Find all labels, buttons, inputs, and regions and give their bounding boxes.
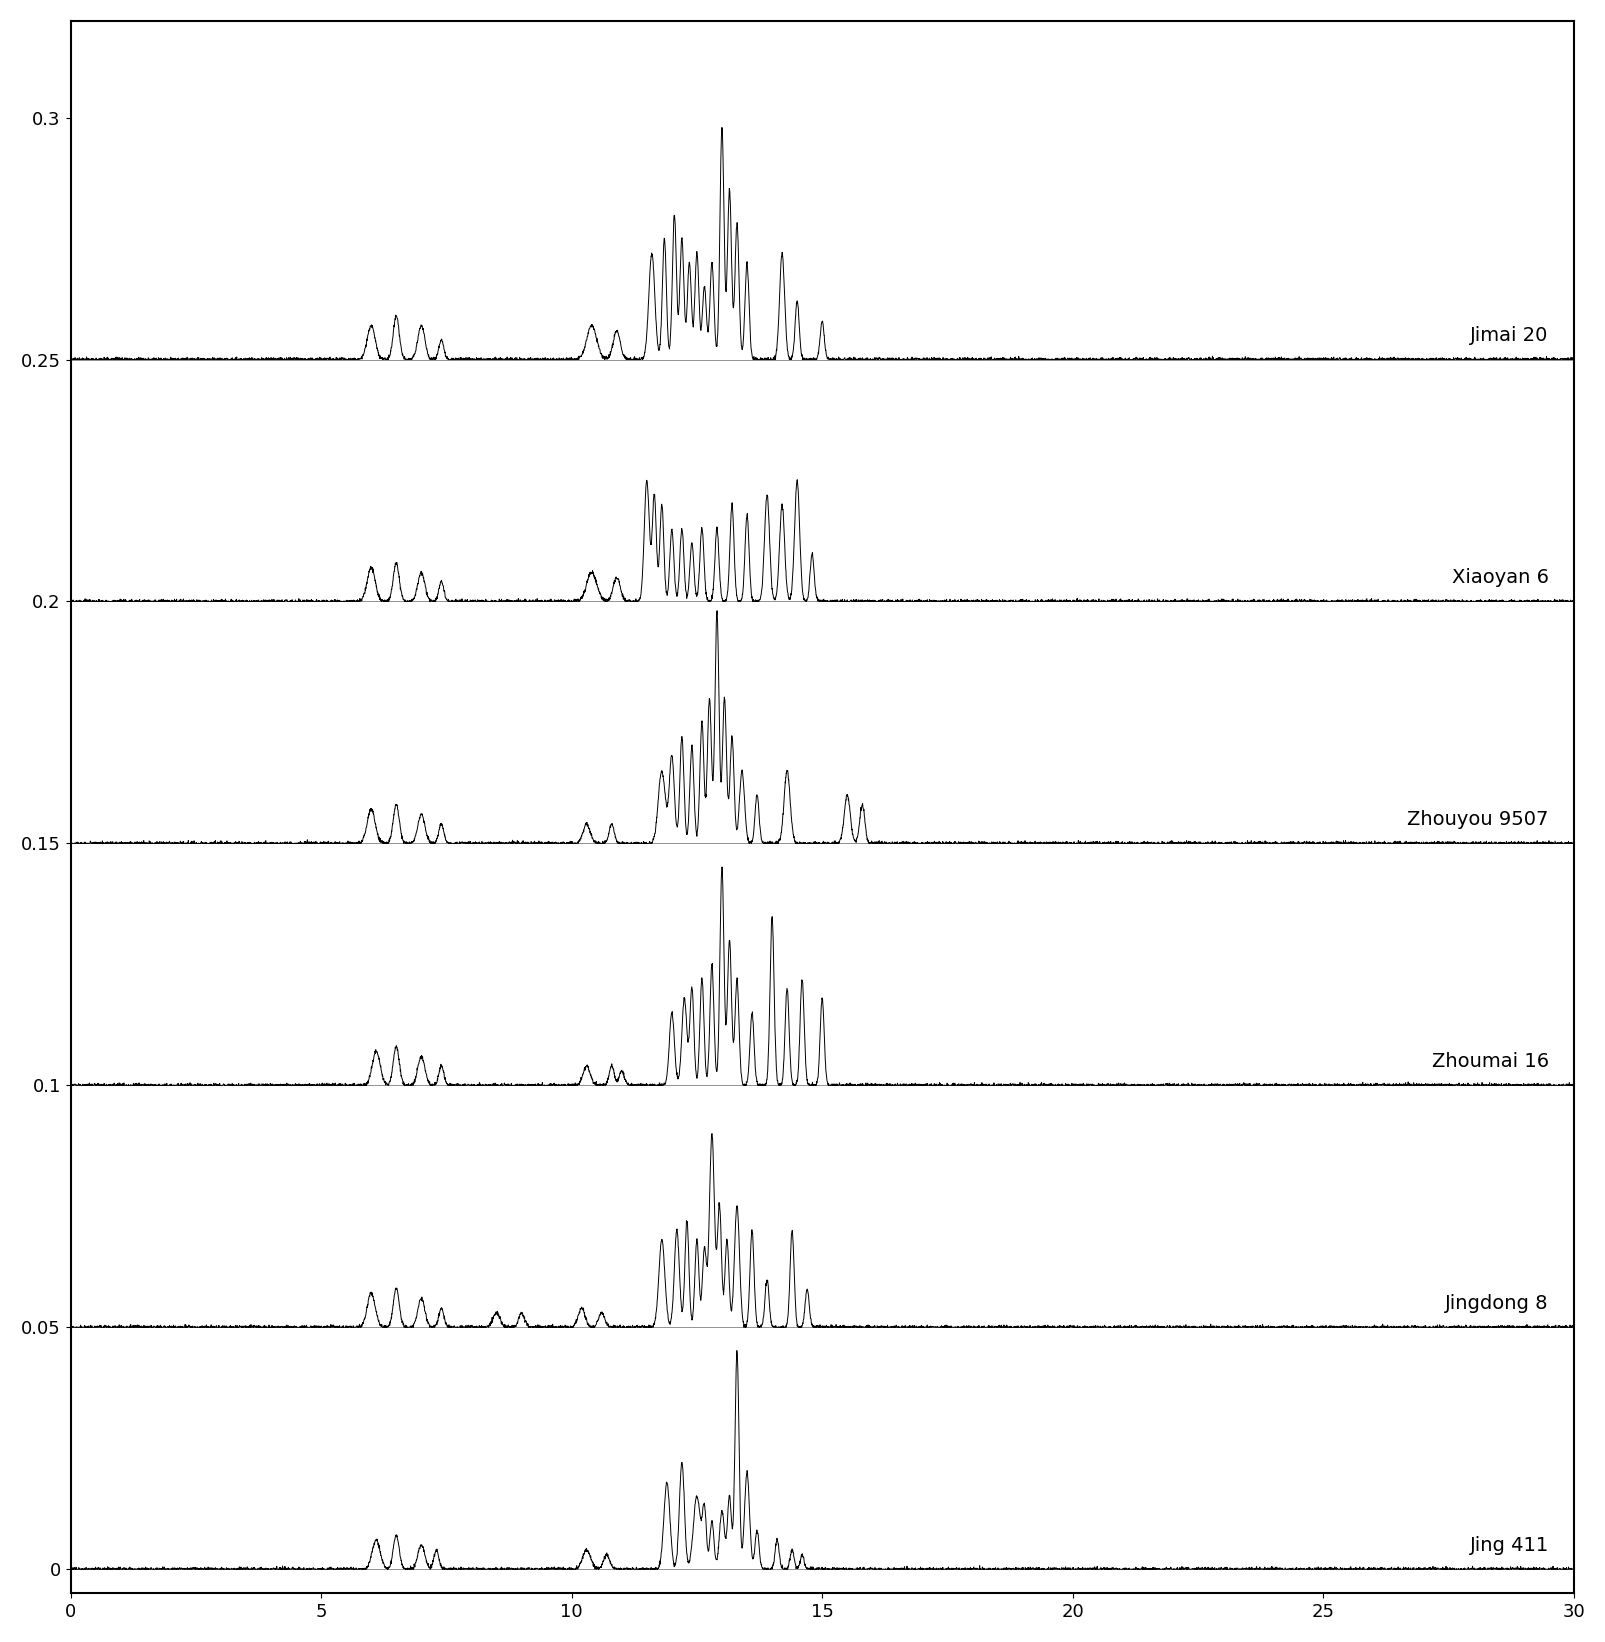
Text: Zhouyou 9507: Zhouyou 9507 <box>1406 810 1547 829</box>
Text: Jingdong 8: Jingdong 8 <box>1444 1294 1547 1314</box>
Text: Zhoumai 16: Zhoumai 16 <box>1430 1053 1547 1071</box>
Text: Xiaoyan 6: Xiaoyan 6 <box>1451 568 1547 586</box>
Text: Jing 411: Jing 411 <box>1469 1535 1547 1555</box>
Text: Jimai 20: Jimai 20 <box>1470 327 1547 345</box>
